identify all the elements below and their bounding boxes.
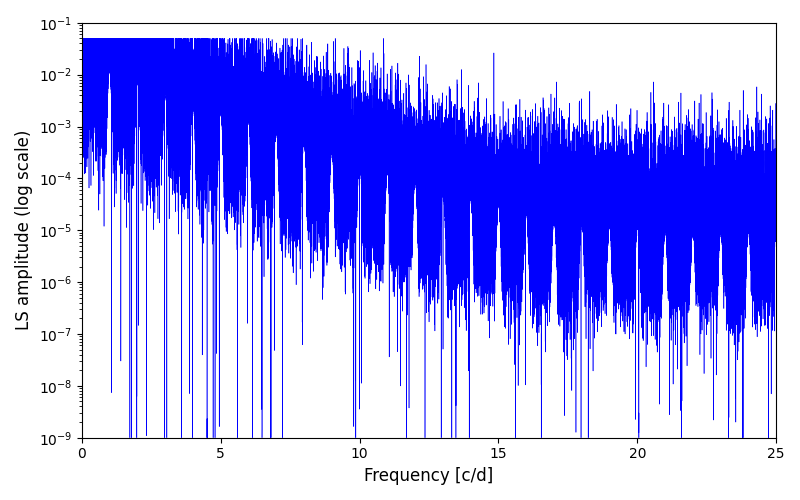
Y-axis label: LS amplitude (log scale): LS amplitude (log scale) bbox=[15, 130, 33, 330]
X-axis label: Frequency [c/d]: Frequency [c/d] bbox=[364, 467, 494, 485]
